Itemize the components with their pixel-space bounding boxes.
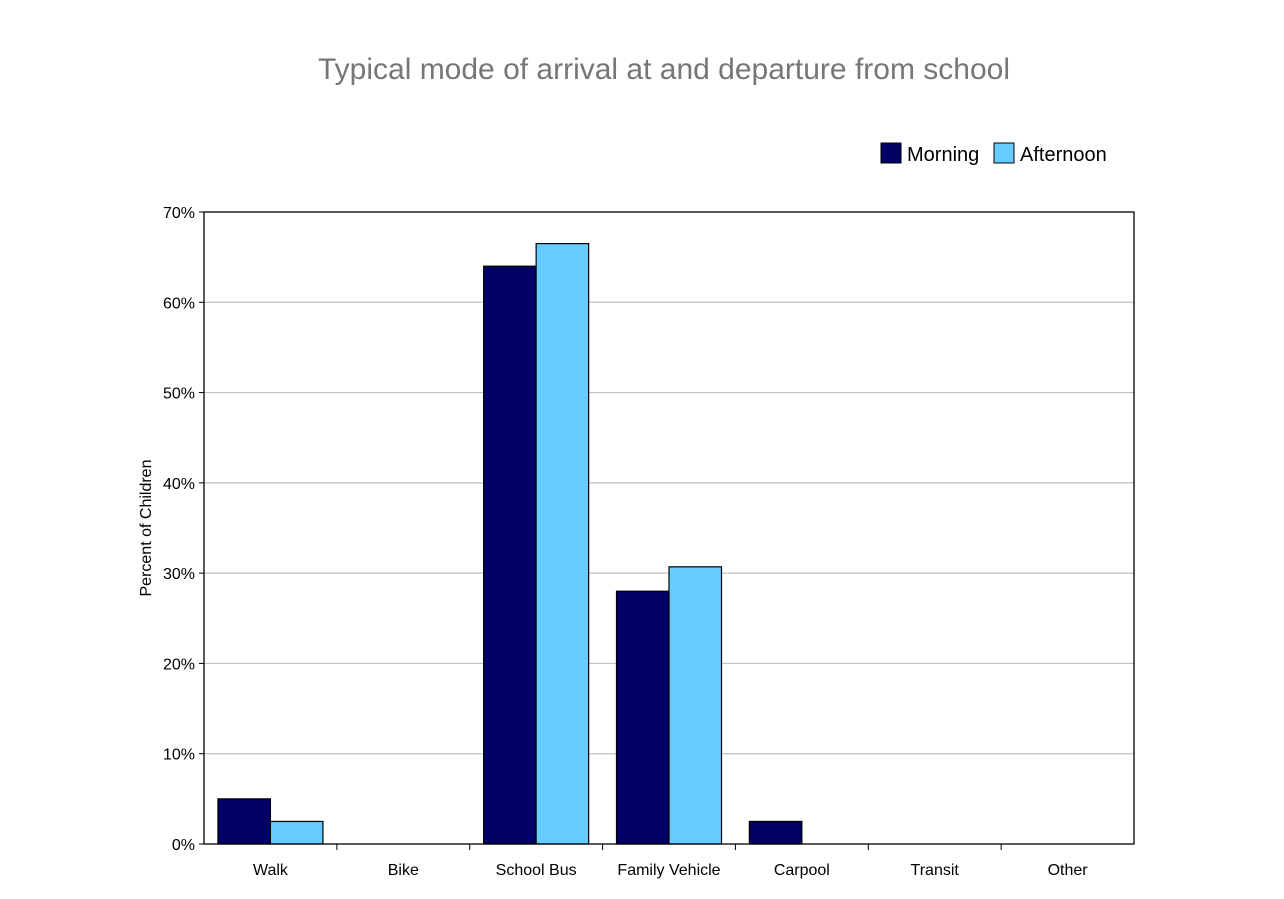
bar-morning-school-bus — [483, 265, 537, 845]
x-axis: Walk Bike School Bus Family Vehicle Carpool T… — [253, 844, 1088, 879]
x-tick-label: Other — [1048, 862, 1089, 879]
y-axis: 0% 10% 20% 30% 40% 50% 60% 70% — [163, 205, 204, 854]
bars-group — [217, 243, 803, 845]
y-axis-label: Percent of Children — [138, 460, 155, 597]
y-tick-label: 30% — [163, 566, 195, 583]
bar-afternoon-family-vehicle — [668, 566, 723, 845]
x-tick-label: Transit — [911, 862, 960, 879]
bar-afternoon-walk — [269, 820, 324, 845]
bar-afternoon-school-bus — [535, 243, 590, 845]
y-tick-label: 20% — [163, 656, 195, 673]
bar-morning-family-vehicle — [615, 590, 670, 845]
legend-swatch-afternoon — [993, 142, 1015, 164]
y-tick-label: 10% — [163, 747, 195, 764]
chart-title: Typical mode of arrival at and departure… — [318, 53, 1010, 86]
legend-label-afternoon: Afternoon — [1020, 144, 1107, 166]
x-tick-label: Bike — [388, 862, 419, 879]
x-tick-label: Family Vehicle — [617, 862, 720, 879]
x-tick-label: Walk — [253, 862, 289, 879]
x-tick-label: School Bus — [496, 862, 577, 879]
y-tick-label: 0% — [172, 837, 195, 854]
bar-morning-walk — [217, 798, 272, 845]
y-tick-label: 40% — [163, 476, 195, 493]
legend-swatch-morning — [880, 142, 902, 164]
y-tick-label: 60% — [163, 295, 195, 312]
bar-morning-carpool — [748, 820, 803, 845]
chart-legend: Morning Afternoon — [880, 142, 1107, 166]
y-tick-label: 70% — [163, 205, 195, 222]
x-tick-label: Carpool — [774, 862, 830, 879]
plot-area-frame — [203, 211, 1135, 845]
y-tick-label: 50% — [163, 386, 195, 403]
legend-label-morning: Morning — [907, 144, 979, 166]
